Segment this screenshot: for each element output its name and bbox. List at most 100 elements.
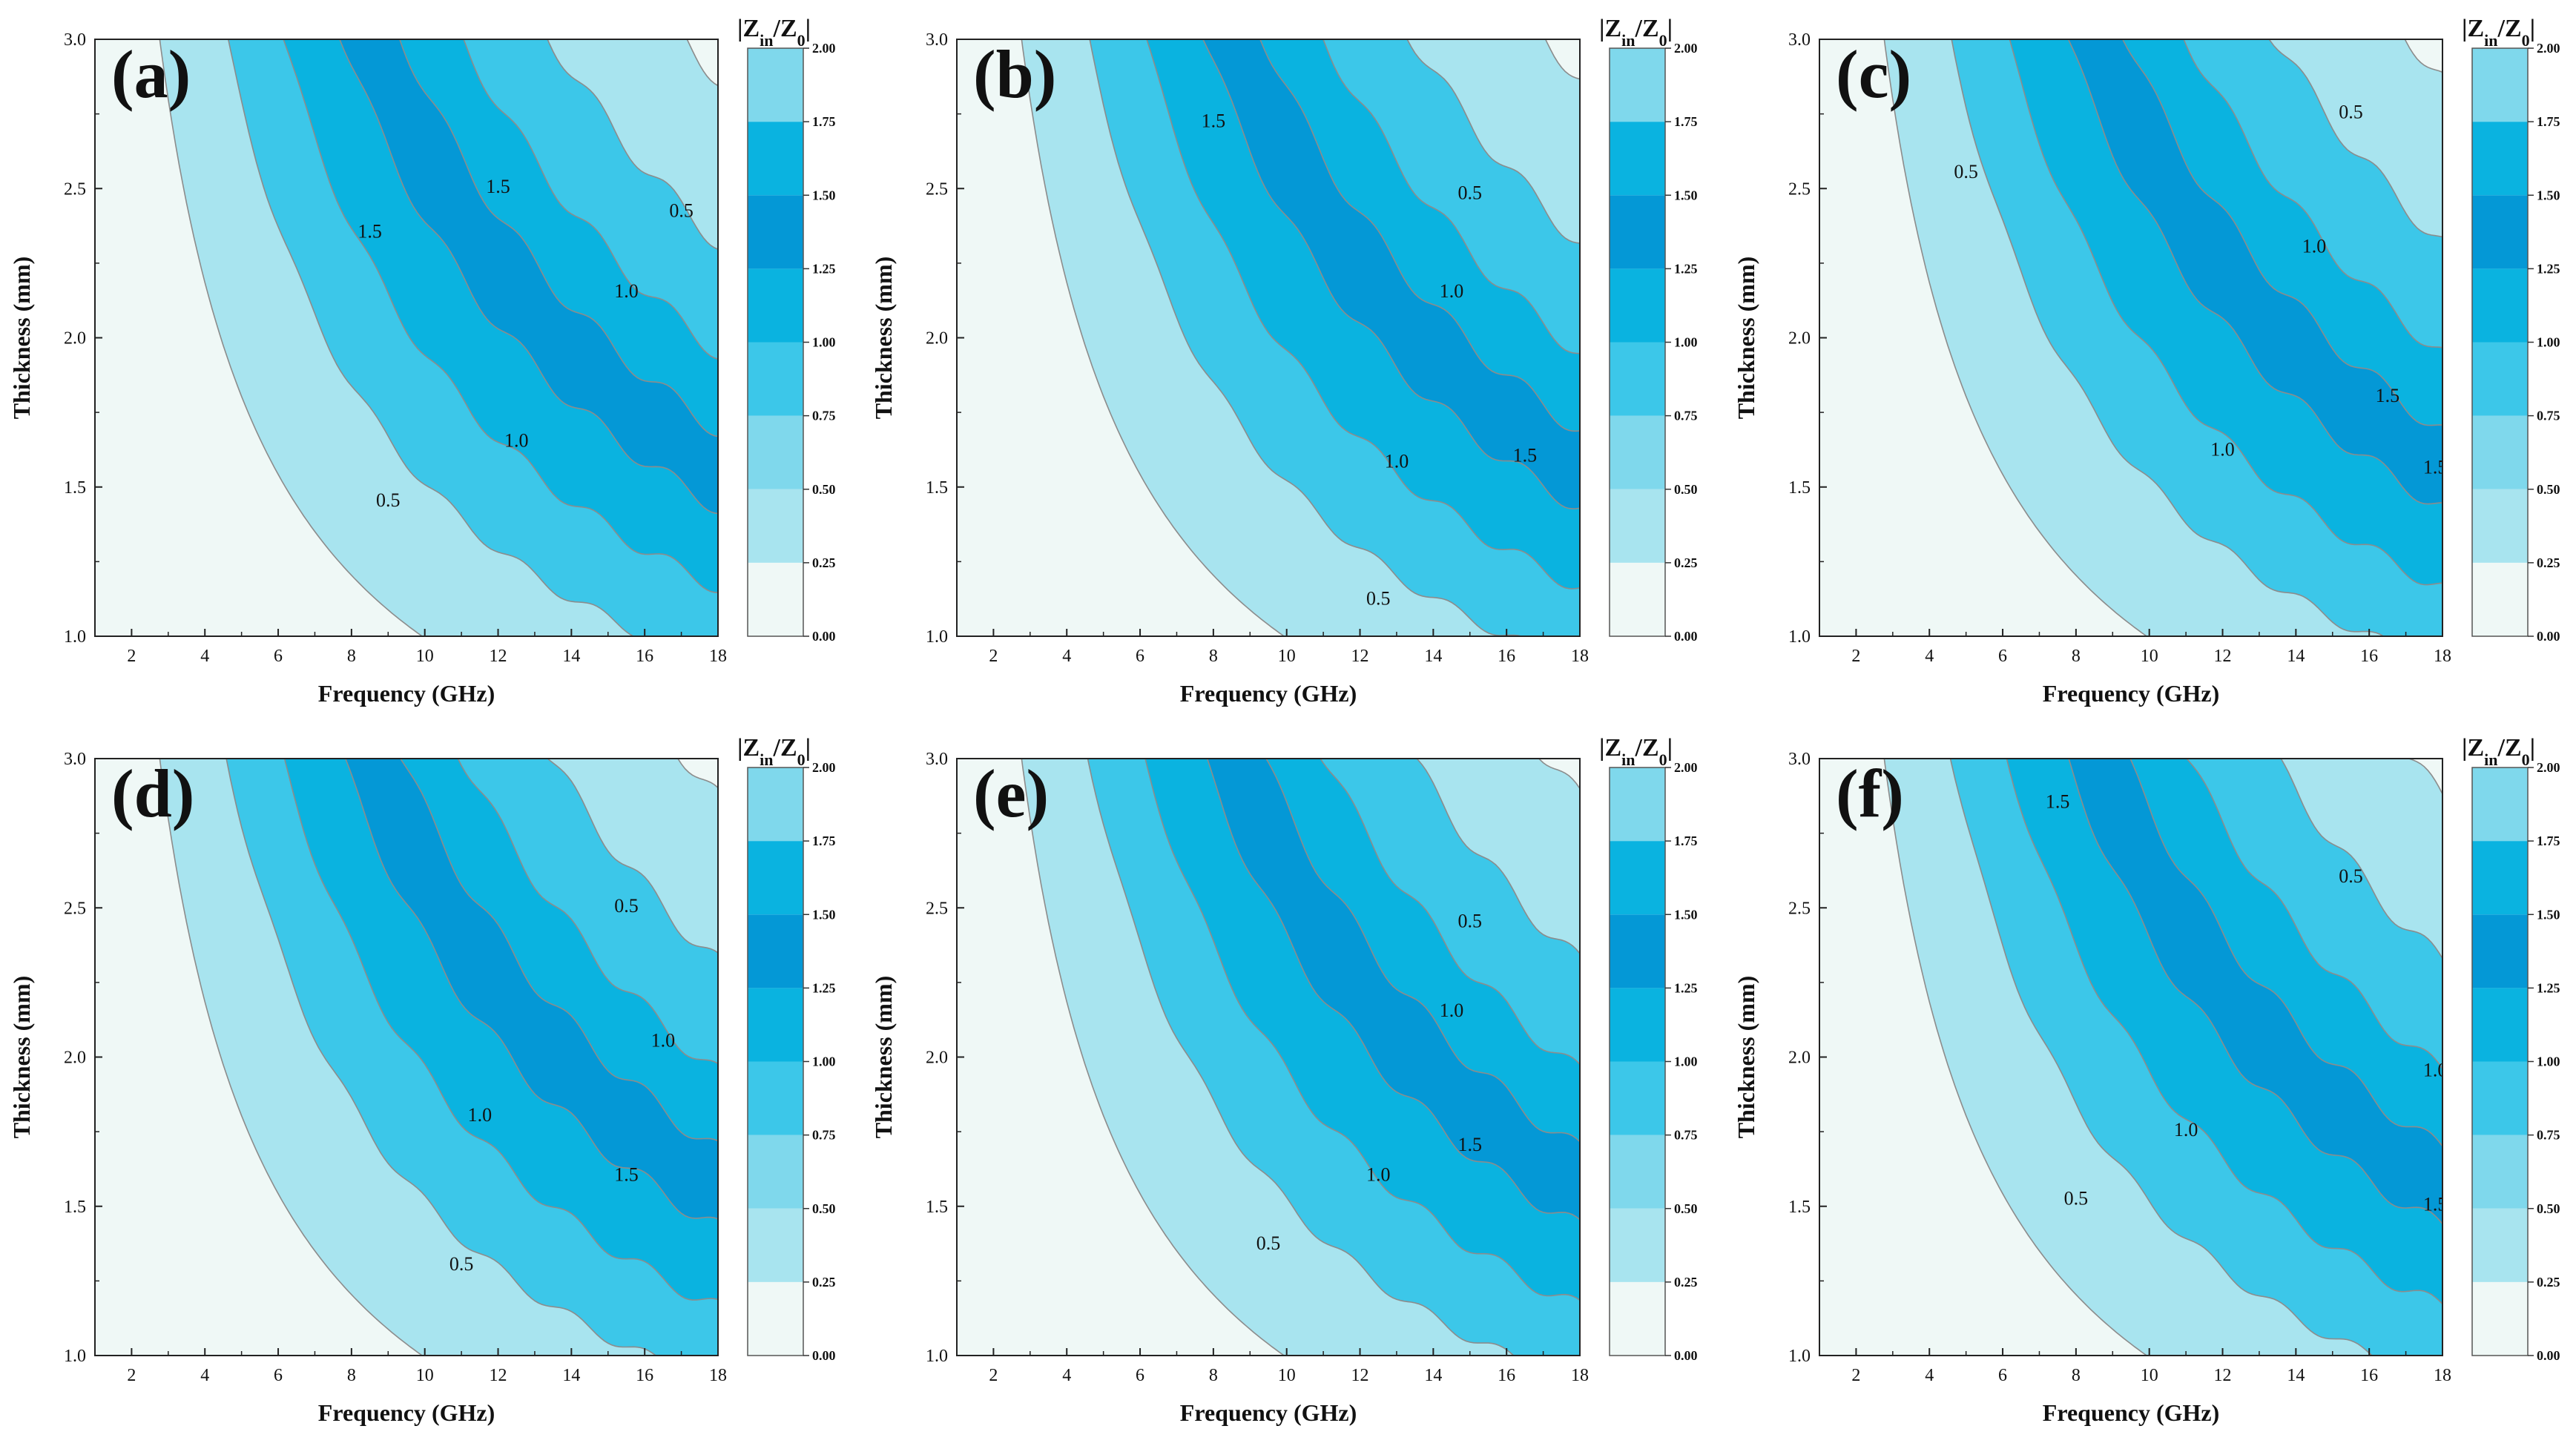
contour-label: 0.5 (376, 489, 401, 511)
contour-label: 0.5 (1458, 182, 1483, 203)
contour-plot-area: 0.5 1.0 1.5 1.0 0.5 (95, 759, 718, 1356)
colorbar-title-part: in (760, 31, 773, 50)
colorbar-title-part: | (2530, 734, 2536, 762)
y-tick-label: 2.0 (926, 1049, 948, 1068)
colorbar-title-part: | (806, 15, 811, 42)
y-tick-label: 2.0 (926, 329, 948, 349)
contour-label: 1.0 (614, 280, 639, 302)
x-axis-title: Frequency (GHz) (1180, 680, 1357, 707)
panel-label: (b) (973, 36, 1056, 112)
colorbar-tick-label: 0.00 (2537, 629, 2560, 644)
x-tick-label: 12 (490, 647, 507, 666)
x-axis-title: Frequency (GHz) (318, 680, 495, 707)
colorbar-segment (748, 1208, 803, 1282)
colorbar-tick-label: 1.50 (1674, 907, 1698, 922)
colorbar-segment (2472, 48, 2528, 122)
x-tick-label: 16 (1498, 647, 1515, 666)
colorbar-tick-label: 1.75 (812, 114, 836, 129)
colorbar-tick-label: 1.25 (1674, 261, 1698, 276)
y-axis-title: Thickness (mm) (1733, 976, 1759, 1139)
x-tick-label: 12 (2214, 1366, 2232, 1385)
colorbar-title: |Zin/Z0| (1599, 734, 1673, 769)
colorbar-title-part: in (1621, 31, 1635, 50)
x-tick-label: 4 (1925, 647, 1934, 666)
x-tick-label: 12 (490, 1366, 507, 1385)
contour-label: 0.5 (1256, 1232, 1281, 1254)
contour-label: 0.5 (614, 895, 639, 917)
colorbar-segment (1610, 988, 1665, 1062)
contour-label: 1.0 (2302, 236, 2327, 257)
y-axis-title: Thickness (mm) (1733, 257, 1759, 420)
y-tick-label: 1.0 (1788, 1347, 1811, 1366)
contour-band (1819, 759, 2148, 1356)
colorbar-segment (1610, 1061, 1665, 1135)
x-tick-label: 2 (1851, 1366, 1860, 1385)
colorbar-tick-label: 2.00 (2537, 41, 2560, 56)
colorbar-tick-label: 1.50 (812, 188, 836, 202)
x-tick-label: 14 (2287, 647, 2305, 666)
x-tick-label: 6 (274, 647, 283, 666)
panel-c: 0.5 0.5 1.0 1.5 1.0 1.5 (c) 2 4 6 8 10 12 14 16 18 1.0 1.… (1733, 15, 2560, 707)
panel-label: (e) (973, 756, 1049, 831)
colorbar-tick-label: 2.00 (1674, 41, 1698, 56)
colorbar-segment (748, 914, 803, 988)
y-tick-label: 2.0 (1788, 1049, 1811, 1068)
colorbar-tick-label: 0.50 (812, 1201, 836, 1216)
contour-label: 1.0 (1385, 451, 1409, 472)
x-tick-label: 10 (1278, 647, 1296, 666)
colorbar-tick-label: 0.50 (2537, 482, 2560, 497)
panel-label: (f) (1836, 756, 1904, 831)
colorbar-tick-label: 1.75 (1674, 833, 1698, 848)
colorbar-segment (1610, 48, 1665, 122)
x-tick-label: 16 (2360, 1366, 2378, 1385)
y-tick-label: 3.0 (1788, 30, 1811, 50)
contour-label: 1.5 (2046, 790, 2070, 812)
x-tick-label: 10 (2141, 647, 2158, 666)
colorbar-tick-label: 1.75 (1674, 114, 1698, 129)
x-tick-label: 2 (127, 1366, 136, 1385)
colorbar-segment (1610, 1135, 1665, 1209)
colorbar-tick-label: 1.00 (1674, 1054, 1698, 1069)
contour-label: 0.5 (1458, 910, 1483, 931)
colorbar-tick-label: 1.50 (1674, 188, 1698, 202)
colorbar-tick-label: 1.25 (2537, 980, 2560, 995)
colorbar-title-part: |Z (1599, 734, 1621, 762)
colorbar-segment (2472, 1208, 2528, 1282)
x-tick-label: 4 (1062, 1366, 1071, 1385)
contour-label: 0.5 (449, 1253, 474, 1275)
contour-label: 1.0 (651, 1029, 676, 1051)
x-tick-label: 14 (2287, 1366, 2305, 1385)
colorbar-tick-label: 1.00 (2537, 1054, 2560, 1069)
colorbar-segment (2472, 767, 2528, 842)
x-tick-label: 12 (1351, 647, 1369, 666)
colorbar-tick-label: 0.25 (812, 555, 836, 570)
contour-plot-area: 1.5 0.5 1.0 1.0 0.5 1.5 (1819, 759, 2448, 1356)
x-tick-label: 2 (127, 647, 136, 666)
contour-band (1819, 39, 2148, 636)
y-tick-label: 3.0 (1788, 750, 1811, 769)
x-tick-label: 10 (2141, 1366, 2158, 1385)
y-tick-label: 1.0 (64, 1347, 86, 1366)
x-tick-label: 10 (416, 1366, 434, 1385)
colorbar-segment (1610, 195, 1665, 269)
colorbar-segment (748, 767, 803, 842)
colorbar-tick-label: 0.75 (2537, 1128, 2560, 1143)
contour-label: 1.5 (1513, 444, 1538, 466)
colorbar-tick-label: 0.50 (1674, 1201, 1698, 1216)
contour-plot-area: 0.5 1.0 1.5 1.5 1.0 0.5 (95, 39, 718, 636)
colorbar-title-part: in (2484, 750, 2497, 769)
colorbar-title-part: in (760, 750, 773, 769)
colorbar-tick-label: 0.50 (2537, 1201, 2560, 1216)
colorbar-title-part: | (1667, 15, 1673, 42)
contour-label: 1.0 (468, 1104, 493, 1126)
colorbar-tick-label: 1.50 (2537, 188, 2560, 202)
colorbar-title-part: /Z (2497, 734, 2522, 762)
colorbar-segment (1610, 1208, 1665, 1282)
contour-label: 1.0 (2423, 1060, 2448, 1081)
x-tick-label: 14 (562, 647, 580, 666)
y-tick-label: 2.5 (1788, 899, 1811, 918)
colorbar-segment (748, 1281, 803, 1356)
x-tick-label: 8 (347, 1366, 356, 1385)
colorbar-tick-label: 0.25 (2537, 555, 2560, 570)
